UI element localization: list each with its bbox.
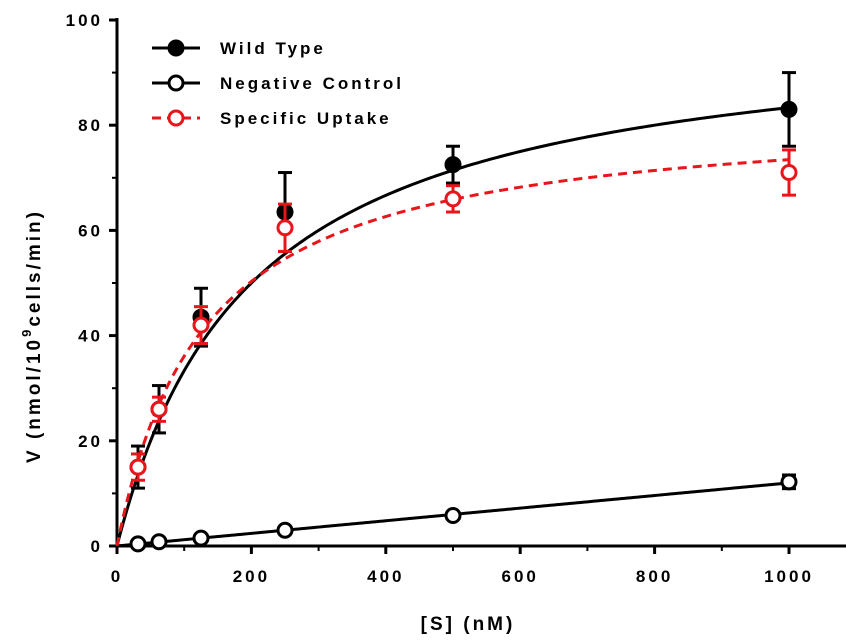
point-specific-uptake [276, 219, 294, 237]
y-tick-label: 40 [78, 327, 103, 346]
point-specific-uptake [129, 458, 147, 476]
point-negative-control [780, 473, 798, 491]
point-specific-uptake [780, 164, 798, 182]
y-tick-label: 80 [78, 116, 103, 135]
legend-label-negative-control: Negative Control [220, 74, 404, 93]
fit-curve [115, 158, 790, 547]
point-wild-type [780, 100, 798, 118]
legend-marker [167, 74, 185, 92]
y-axis-title: V (nmol/109cells/min) [19, 209, 45, 463]
point-negative-control [192, 529, 210, 547]
y-tick-label: 60 [78, 221, 103, 240]
legend-marker [167, 39, 185, 57]
point-negative-control [129, 535, 147, 553]
x-tick-label: 200 [233, 567, 270, 586]
x-axis-title: [S] (nM) [421, 614, 516, 635]
x-tick-label: 1000 [764, 567, 814, 586]
point-wild-type [444, 156, 462, 174]
legend-label-wild-type: Wild Type [220, 39, 326, 58]
point-specific-uptake [444, 190, 462, 208]
y-tick-label: 20 [78, 432, 103, 451]
x-tick-label: 600 [502, 567, 539, 586]
point-negative-control [150, 533, 168, 551]
y-axis-title-prefix: V (nmol/10 [24, 337, 45, 463]
legend: Wild Type Negative Control Specific Uptake [152, 39, 404, 128]
legend-label-specific-uptake: Specific Uptake [220, 109, 392, 128]
point-negative-control [444, 506, 462, 524]
y-axis-title-superscript: 9 [19, 327, 34, 337]
point-specific-uptake [192, 316, 210, 334]
legend-marker [167, 109, 185, 127]
y-tick-label: 100 [66, 11, 103, 30]
x-tick-label: 0 [111, 567, 123, 586]
y-axis-title-suffix: cells/min) [24, 209, 45, 327]
point-specific-uptake [150, 400, 168, 418]
y-tick-label: 0 [91, 537, 103, 556]
x-tick-label: 400 [367, 567, 404, 586]
point-negative-control [276, 521, 294, 539]
x-tick-label: 800 [636, 567, 673, 586]
plot-area: 0 200 400 600 800 1000 0 20 40 60 80 100 [66, 11, 846, 586]
